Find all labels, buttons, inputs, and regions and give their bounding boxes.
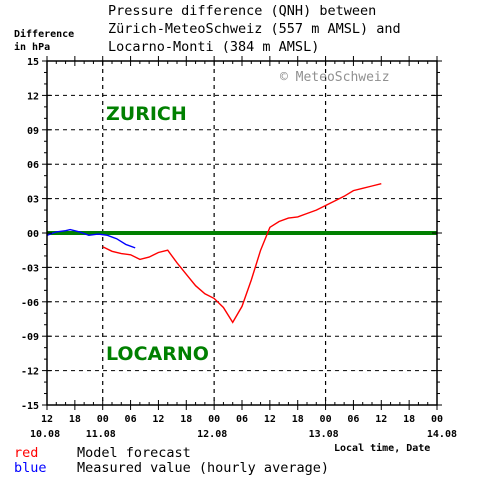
x-tick-label: 12 (264, 414, 276, 425)
legend-measured-value: Measured value (hourly average) (77, 460, 329, 476)
x-tick-label: 06 (125, 414, 137, 425)
date-label: 12.08 (197, 429, 227, 440)
chart-title-line-1: Pressure difference (QNH) between (108, 3, 376, 19)
chart-title-line-3: Locarno-Monti (384 m AMSL) (108, 39, 319, 55)
y-tick-label: 03 (27, 195, 39, 206)
y-tick-label: 06 (27, 160, 39, 171)
x-tick-label: 18 (292, 414, 304, 425)
copyright-label: © MeteoSchweiz (280, 70, 390, 85)
y-axis-label-line-2: in hPa (14, 41, 50, 53)
legend-model-forecast: Model forecast (77, 445, 191, 461)
x-tick-label: 00 (431, 414, 443, 425)
date-label: 11.08 (86, 429, 116, 440)
y-tick-label: -15 (21, 401, 39, 412)
y-axis-label-line-1: Difference (14, 28, 74, 40)
x-tick-label: 12 (375, 414, 387, 425)
legend-red-key: red (14, 445, 38, 461)
y-tick-label: 09 (27, 126, 39, 137)
x-tick-label: 06 (347, 414, 359, 425)
x-tick-label: 06 (236, 414, 248, 425)
measured-value-line (46, 228, 136, 249)
model-forecast-line (102, 183, 382, 324)
locarno-region-label: LOCARNO (106, 343, 209, 365)
y-tick-label: 12 (27, 91, 39, 102)
labels: Pressure difference (QNH) between Zürich… (14, 3, 430, 476)
y-tick-label: 15 (27, 57, 39, 68)
x-axis-label: Local time, Date (334, 442, 430, 454)
x-tick-label: 18 (69, 414, 81, 425)
chart-title-line-2: Zürich-MeteoSchweiz (557 m AMSL) and (108, 21, 401, 37)
y-tick-label: -03 (21, 263, 39, 274)
y-tick-label: 00 (27, 229, 39, 240)
x-tick-label: 18 (180, 414, 192, 425)
y-tick-label: -09 (21, 332, 39, 343)
x-tick-label: 12 (152, 414, 164, 425)
grid (47, 61, 437, 405)
x-tick-label: 18 (403, 414, 415, 425)
x-tick-label: 00 (208, 414, 220, 425)
legend-blue-key: blue (14, 460, 47, 476)
date-label: 10.08 (30, 429, 60, 440)
y-tick-label: -06 (21, 298, 39, 309)
x-tick-label: 00 (97, 414, 109, 425)
zurich-region-label: ZURICH (106, 103, 187, 125)
date-label: 14.08 (427, 429, 457, 440)
series-layer (46, 183, 382, 324)
y-tick-label: -12 (21, 367, 39, 378)
date-label: 13.08 (309, 429, 339, 440)
x-tick-label: 12 (41, 414, 53, 425)
x-tick-label: 00 (320, 414, 332, 425)
